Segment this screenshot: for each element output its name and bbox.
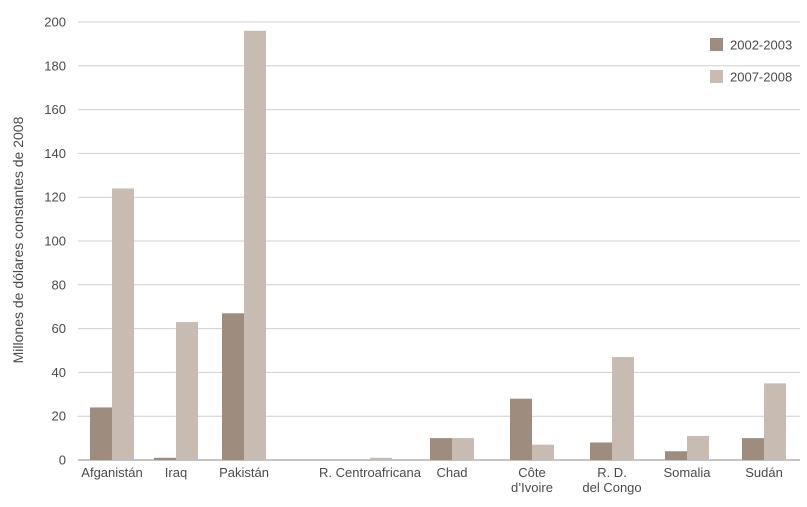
y-tick-label: 200: [44, 15, 66, 30]
bar-2007-2008-7: [687, 435, 709, 460]
x-category-label: Côte d’Ivoire: [511, 465, 553, 495]
legend-label: 2007-2008: [730, 70, 792, 85]
bar-2002-2003-8: [742, 438, 764, 460]
x-category-label: Sudán: [745, 465, 783, 480]
bar-2002-2003-6: [590, 442, 612, 460]
legend: 2002-2003 2007-2008: [710, 38, 792, 85]
y-tick-label: 100: [44, 234, 66, 249]
y-tick-label: 160: [44, 102, 66, 117]
bars: [90, 30, 786, 460]
x-axis-category-labels: Afganistán Iraq Pakistán R. Centroafricana C…: [81, 465, 783, 495]
bar-2002-2003-5: [510, 398, 532, 460]
x-category-label: Pakistán: [219, 465, 269, 480]
bar-2007-2008-6: [612, 357, 634, 460]
y-tick-label: 0: [59, 453, 66, 468]
bar-2007-2008-4: [452, 438, 474, 460]
y-tick-label: 180: [44, 58, 66, 73]
y-axis-title: Millones de dólares constantes de 2008: [10, 116, 26, 363]
bar-2007-2008-1: [176, 322, 198, 460]
x-category-label: Chad: [436, 465, 467, 480]
bar-2002-2003-2: [222, 313, 244, 460]
bar-2002-2003-7: [665, 451, 687, 460]
bar-2007-2008-8: [764, 383, 786, 460]
gridlines: [78, 21, 800, 461]
y-tick-label: 60: [52, 321, 66, 336]
x-category-label: Afganistán: [81, 465, 142, 480]
y-axis-ticks: 0 20 40 60 80 100 120 140 160 180 200: [44, 15, 66, 468]
bar-2007-2008-0: [112, 188, 134, 460]
x-category-label: Iraq: [165, 465, 187, 480]
legend-swatch: [710, 38, 723, 51]
bar-2002-2003-1: [154, 457, 176, 460]
bar-2007-2008-2: [244, 30, 266, 460]
x-category-label: Somalia: [664, 465, 712, 480]
x-category-label: R. Centroafricana: [319, 465, 422, 480]
legend-label: 2002-2003: [730, 38, 792, 53]
legend-swatch: [710, 70, 723, 83]
bar-2007-2008-3: [370, 457, 392, 460]
bar-2002-2003-0: [90, 407, 112, 460]
y-tick-label: 140: [44, 146, 66, 161]
y-tick-label: 80: [52, 277, 66, 292]
x-category-label: R. D. del Congo: [582, 465, 641, 495]
bar-2007-2008-5: [532, 444, 554, 460]
bar-2002-2003-4: [430, 438, 452, 460]
y-tick-label: 40: [52, 365, 66, 380]
y-tick-label: 20: [52, 409, 66, 424]
y-tick-label: 120: [44, 190, 66, 205]
